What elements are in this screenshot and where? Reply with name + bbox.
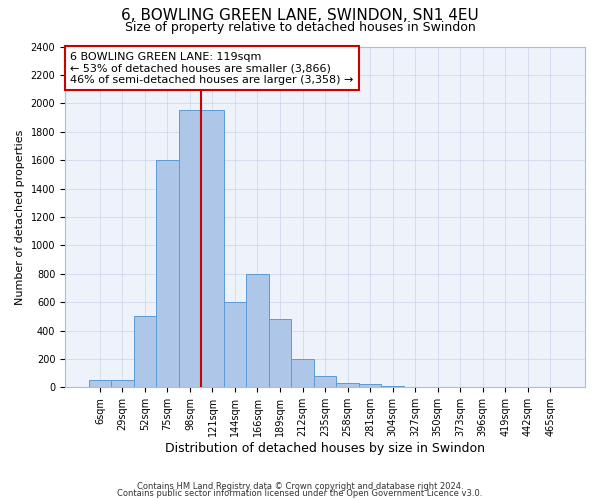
Bar bbox=[156, 160, 179, 388]
Text: Contains public sector information licensed under the Open Government Licence v3: Contains public sector information licen… bbox=[118, 488, 482, 498]
Bar bbox=[381, 386, 404, 388]
Bar bbox=[336, 383, 359, 388]
Text: 6 BOWLING GREEN LANE: 119sqm
← 53% of detached houses are smaller (3,866)
46% of: 6 BOWLING GREEN LANE: 119sqm ← 53% of de… bbox=[70, 52, 353, 85]
Bar bbox=[359, 384, 381, 388]
Y-axis label: Number of detached properties: Number of detached properties bbox=[15, 129, 25, 304]
Text: Size of property relative to detached houses in Swindon: Size of property relative to detached ho… bbox=[125, 21, 475, 34]
Bar bbox=[134, 316, 156, 388]
Bar bbox=[269, 319, 291, 388]
Text: 6, BOWLING GREEN LANE, SWINDON, SN1 4EU: 6, BOWLING GREEN LANE, SWINDON, SN1 4EU bbox=[121, 8, 479, 22]
Bar bbox=[291, 359, 314, 388]
Bar bbox=[179, 110, 201, 388]
Bar bbox=[89, 380, 111, 388]
Bar bbox=[111, 380, 134, 388]
Bar bbox=[224, 302, 246, 388]
Bar bbox=[314, 376, 336, 388]
Bar bbox=[246, 274, 269, 388]
Bar bbox=[201, 110, 224, 388]
Text: Contains HM Land Registry data © Crown copyright and database right 2024.: Contains HM Land Registry data © Crown c… bbox=[137, 482, 463, 491]
X-axis label: Distribution of detached houses by size in Swindon: Distribution of detached houses by size … bbox=[165, 442, 485, 455]
